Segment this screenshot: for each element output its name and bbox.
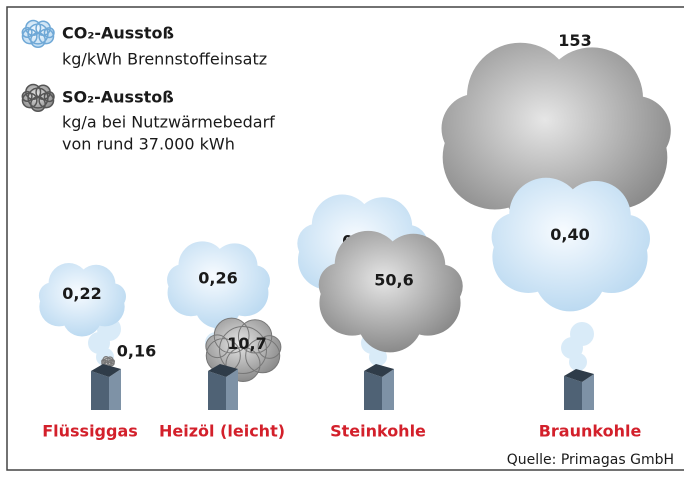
legend-icon xyxy=(22,85,54,112)
chimney-side xyxy=(91,371,109,410)
value-label: 0,26 xyxy=(198,268,237,287)
legend-description: kg/kWh Brennstoffeinsatz xyxy=(62,50,267,69)
legend-description: kg/a bei Nutzwärmebedarf xyxy=(62,113,275,132)
value-label: 0,22 xyxy=(62,284,101,303)
legend-description: von rund 37.000 kWh xyxy=(62,135,235,154)
source: Quelle: Primagas GmbH xyxy=(507,452,674,468)
legend-icon xyxy=(22,21,54,48)
category-label: Heizöl (leicht) xyxy=(159,422,285,441)
value-label: 153 xyxy=(558,31,591,50)
value-label: 0,40 xyxy=(550,225,589,244)
value-label: 10,7 xyxy=(227,334,266,353)
so2-cloud xyxy=(319,231,463,353)
legend-label: SO₂-Ausstoß xyxy=(62,88,174,107)
legend-label: CO₂-Ausstoß xyxy=(62,24,174,43)
value-label: 0,16 xyxy=(117,342,156,361)
chimney-side xyxy=(564,376,582,410)
category-label: Steinkohle xyxy=(330,422,426,441)
chimney-side xyxy=(364,371,382,410)
smoke-puff xyxy=(570,322,594,346)
category-label: Flüssiggas xyxy=(42,422,138,441)
category-label: Braunkohle xyxy=(539,422,642,441)
chimney-side xyxy=(208,371,226,410)
chart: 0,220,260,330,40 0,1610,750,6153 CO₂-Aus… xyxy=(0,0,684,478)
value-label: 50,6 xyxy=(374,271,413,290)
